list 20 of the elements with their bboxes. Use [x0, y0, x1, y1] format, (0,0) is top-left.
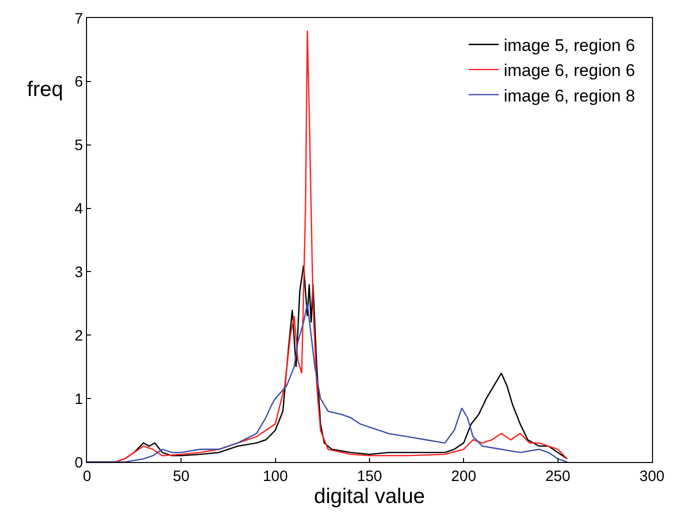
legend-label: image 6, region 8	[504, 86, 636, 106]
y-tick-label: 4	[74, 200, 83, 218]
x-tick-label: 200	[451, 468, 476, 485]
y-tick-label: 5	[74, 137, 83, 154]
y-tick-label: 1	[74, 390, 83, 408]
y-axis-title: freq	[27, 78, 64, 101]
y-tick-label: 2	[74, 327, 83, 344]
y-tick-label: 6	[74, 74, 83, 91]
line-series	[87, 302, 568, 462]
y-tick-label: 0	[74, 454, 83, 472]
x-tick-label: 300	[639, 468, 665, 485]
x-tick-label: 50	[172, 468, 190, 485]
y-tick-label: 7	[74, 10, 83, 28]
y-tick-label: 3	[74, 264, 83, 281]
x-tick-label: 150	[356, 468, 382, 485]
x-axis-title: digital value	[314, 485, 425, 508]
x-tick-label: 250	[545, 468, 570, 485]
legend-label: image 5, region 6	[504, 36, 636, 56]
legend-label: image 6, region 6	[504, 61, 636, 80]
x-tick-label: 100	[262, 468, 288, 485]
